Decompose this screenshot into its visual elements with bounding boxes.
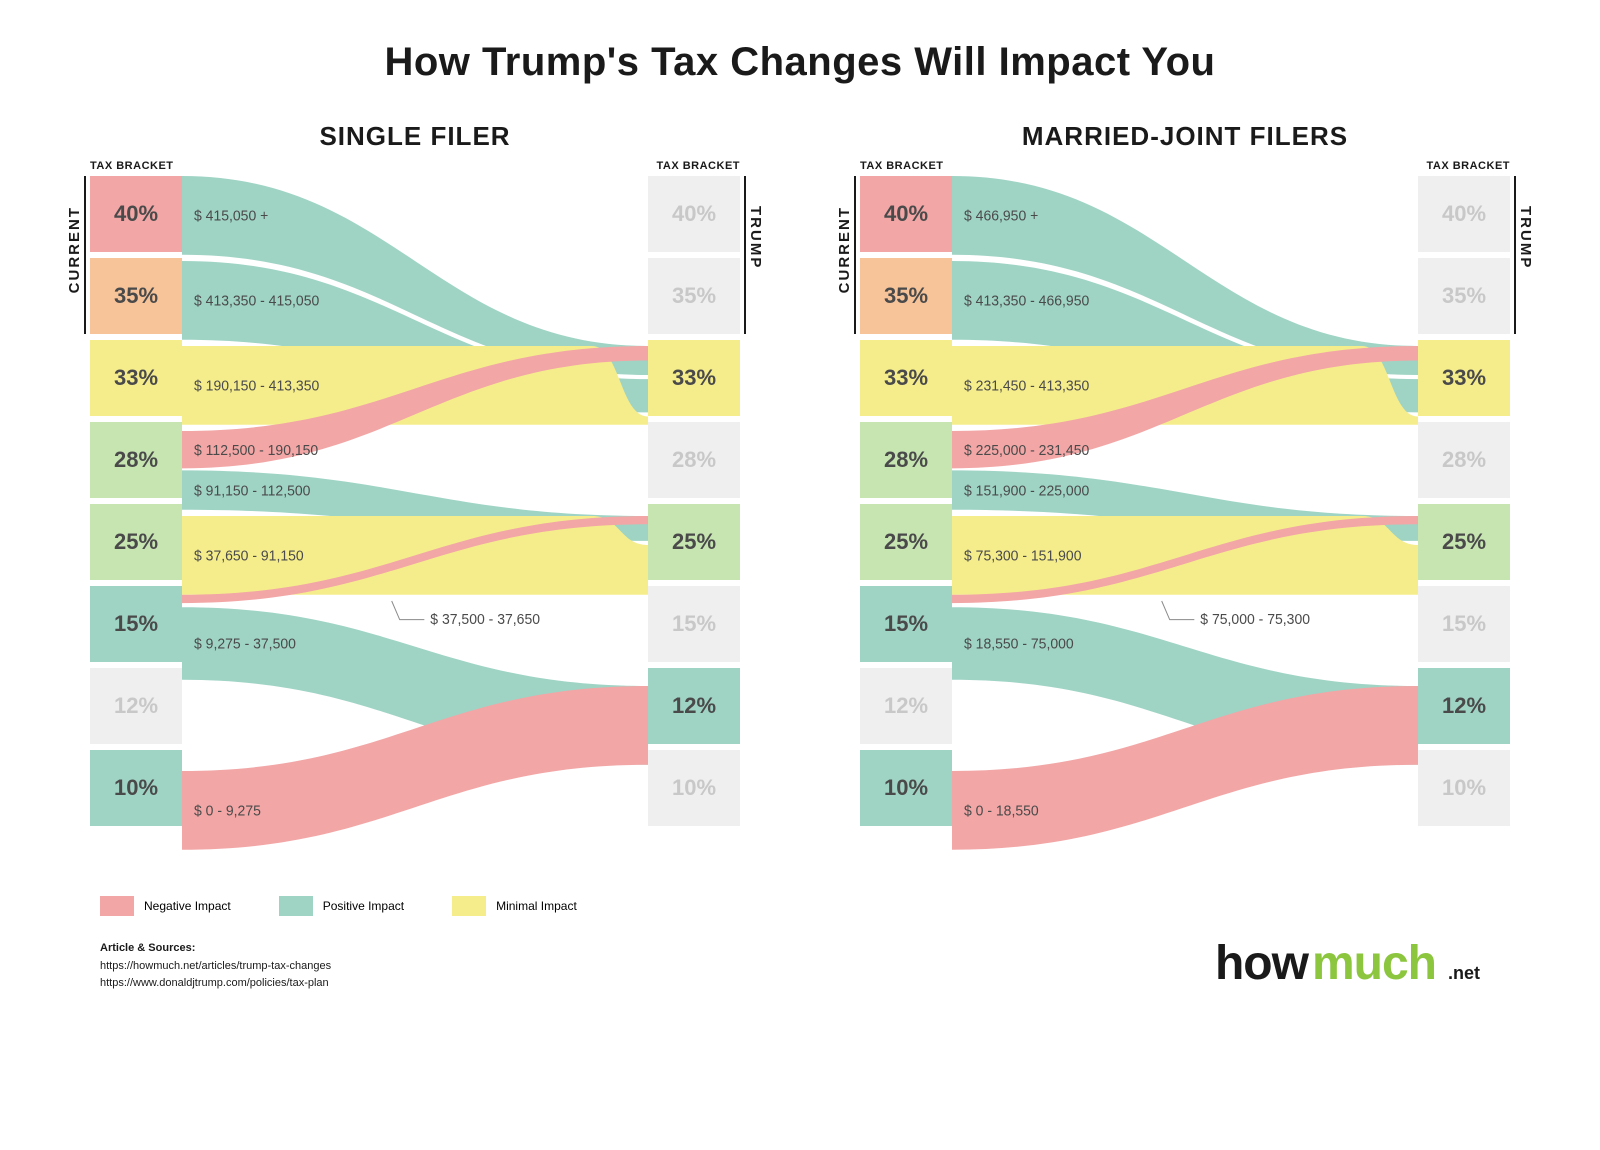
flow-label: $ 466,950 + xyxy=(964,208,1038,224)
vert-rule-right xyxy=(1514,176,1516,334)
bracket-box: 25% xyxy=(1418,504,1510,580)
bracket-box: 35% xyxy=(860,258,952,334)
axis-label-current: CURRENT xyxy=(836,206,853,293)
legend-swatch xyxy=(279,896,313,916)
source-line: https://howmuch.net/articles/trump-tax-c… xyxy=(100,958,331,975)
legend: Negative Impact Positive Impact Minimal Im… xyxy=(100,896,1540,916)
panel-title: MARRIED-JOINT FILERS xyxy=(830,121,1540,152)
bracket-header-left: TAX BRACKET xyxy=(860,160,944,172)
flow-label: $ 9,275 - 37,500 xyxy=(194,636,296,652)
bracket-box: 28% xyxy=(648,422,740,498)
flow-label: $ 225,000 - 231,450 xyxy=(964,443,1089,459)
source-line: https://www.donaldjtrump.com/policies/ta… xyxy=(100,975,331,992)
bracket-box: 12% xyxy=(860,668,952,744)
bracket-box: 35% xyxy=(648,258,740,334)
flow-label: $ 413,350 - 415,050 xyxy=(194,293,319,309)
legend-item: Minimal Impact xyxy=(452,896,577,916)
bracket-box: 10% xyxy=(648,750,740,826)
vert-rule-left xyxy=(84,176,86,334)
flow-label: $ 37,500 - 37,650 xyxy=(430,612,540,628)
panels-container: SINGLE FILER TAX BRACKET TAX BRACKET CURRE… xyxy=(60,121,1540,856)
logo-part2: much xyxy=(1312,936,1436,991)
bracket-box: 28% xyxy=(860,422,952,498)
legend-swatch xyxy=(452,896,486,916)
vert-rule-left xyxy=(854,176,856,334)
callout-line xyxy=(1162,601,1195,620)
bracket-box: 40% xyxy=(1418,176,1510,252)
bracket-box: 33% xyxy=(1418,340,1510,416)
axis-label-current: CURRENT xyxy=(66,206,83,293)
chart-area-married: TAX BRACKETTAX BRACKETCURRENTTRUMP40%35%… xyxy=(830,176,1540,856)
bracket-header-right: TAX BRACKET xyxy=(656,160,740,172)
bracket-header-left: TAX BRACKET xyxy=(90,160,174,172)
footer: Article & Sources: https://howmuch.net/a… xyxy=(60,936,1540,991)
bracket-box: 28% xyxy=(90,422,182,498)
bracket-header-right: TAX BRACKET xyxy=(1426,160,1510,172)
flow-label: $ 112,500 - 190,150 xyxy=(194,443,318,459)
panel-title: SINGLE FILER xyxy=(60,121,770,152)
logo-part1: how xyxy=(1215,936,1308,991)
flow-label: $ 75,300 - 151,900 xyxy=(964,548,1082,564)
bracket-col-left: 40%35%33%28%25%15%12%10% xyxy=(860,176,952,832)
bracket-box: 25% xyxy=(90,504,182,580)
bracket-box: 40% xyxy=(860,176,952,252)
bracket-box: 33% xyxy=(860,340,952,416)
flow-label: $ 0 - 18,550 xyxy=(964,803,1039,819)
flow-label: $ 190,150 - 413,350 xyxy=(194,378,319,394)
bracket-box: 25% xyxy=(648,504,740,580)
sources: Article & Sources: https://howmuch.net/a… xyxy=(100,940,331,992)
vert-rule-right xyxy=(744,176,746,334)
bracket-box: 35% xyxy=(1418,258,1510,334)
flow-label: $ 415,050 + xyxy=(194,208,268,224)
bracket-box: 40% xyxy=(648,176,740,252)
logo: howmuch .net xyxy=(1215,936,1480,991)
bracket-box: 35% xyxy=(90,258,182,334)
bracket-box: 33% xyxy=(90,340,182,416)
bracket-box: 10% xyxy=(1418,750,1510,826)
panel-married: MARRIED-JOINT FILERS TAX BRACKET TAX BRAC… xyxy=(830,121,1540,856)
flows: $ 415,050 + $ 413,350 - 415,050 $ 190,150 … xyxy=(182,176,648,856)
chart-area-single: TAX BRACKETTAX BRACKETCURRENTTRUMP40%35%… xyxy=(60,176,770,856)
legend-label: Positive Impact xyxy=(323,899,404,913)
flow-label: $ 0 - 9,275 xyxy=(194,803,261,819)
legend-label: Negative Impact xyxy=(144,899,231,913)
callout-line xyxy=(392,601,425,620)
bracket-box: 15% xyxy=(648,586,740,662)
panel-single: SINGLE FILER TAX BRACKET TAX BRACKET CURRE… xyxy=(60,121,770,856)
bracket-box: 10% xyxy=(90,750,182,826)
bracket-box: 33% xyxy=(648,340,740,416)
main-title: How Trump's Tax Changes Will Impact You xyxy=(60,40,1540,85)
bracket-box: 15% xyxy=(1418,586,1510,662)
axis-label-trump: TRUMP xyxy=(1517,206,1534,269)
flow-label: $ 413,350 - 466,950 xyxy=(964,293,1089,309)
flow-label: $ 18,550 - 75,000 xyxy=(964,636,1074,652)
flow-label: $ 75,000 - 75,300 xyxy=(1200,612,1310,628)
logo-suffix: .net xyxy=(1448,963,1480,984)
sources-header: Article & Sources: xyxy=(100,940,331,957)
flow-label: $ 37,650 - 91,150 xyxy=(194,548,304,564)
legend-swatch xyxy=(100,896,134,916)
bracket-box: 12% xyxy=(648,668,740,744)
bracket-col-right: 40%35%33%28%25%15%12%10% xyxy=(1418,176,1510,832)
axis-label-trump: TRUMP xyxy=(747,206,764,269)
bracket-box: 12% xyxy=(1418,668,1510,744)
bracket-box: 10% xyxy=(860,750,952,826)
bracket-box: 28% xyxy=(1418,422,1510,498)
bracket-box: 15% xyxy=(90,586,182,662)
legend-label: Minimal Impact xyxy=(496,899,577,913)
bracket-box: 15% xyxy=(860,586,952,662)
bracket-box: 25% xyxy=(860,504,952,580)
flow-label: $ 91,150 - 112,500 xyxy=(194,483,311,499)
flow-label: $ 151,900 - 225,000 xyxy=(964,483,1089,499)
flow-label: $ 231,450 - 413,350 xyxy=(964,378,1089,394)
flows: $ 466,950 + $ 413,350 - 466,950 $ 231,450 … xyxy=(952,176,1418,856)
bracket-box: 40% xyxy=(90,176,182,252)
bracket-box: 12% xyxy=(90,668,182,744)
legend-item: Negative Impact xyxy=(100,896,231,916)
bracket-col-left: 40%35%33%28%25%15%12%10% xyxy=(90,176,182,832)
bracket-col-right: 40%35%33%28%25%15%12%10% xyxy=(648,176,740,832)
legend-item: Positive Impact xyxy=(279,896,404,916)
